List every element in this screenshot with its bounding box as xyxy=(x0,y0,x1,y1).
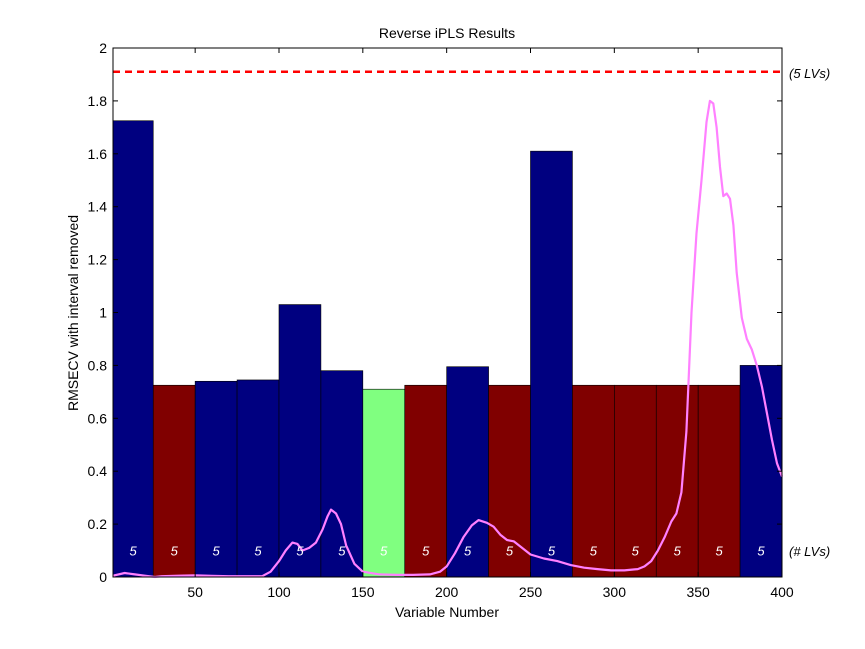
chart-title: Reverse iPLS Results xyxy=(379,25,515,41)
y-tick-label: 2 xyxy=(99,40,107,56)
x-tick-label: 350 xyxy=(686,584,710,600)
y-tick-label: 1 xyxy=(99,305,107,321)
x-tick-label: 50 xyxy=(187,584,203,600)
lv-label-13: 5 xyxy=(632,544,640,559)
bar-interval-2 xyxy=(152,384,196,578)
bar-interval-1 xyxy=(112,120,154,578)
x-tick-label: 100 xyxy=(267,584,291,600)
y-tick-label: 1.2 xyxy=(88,252,108,268)
lv-label-6: 5 xyxy=(338,544,346,559)
x-tick-label: 300 xyxy=(603,584,627,600)
bar-interval-10 xyxy=(488,384,531,578)
lv-label-3: 5 xyxy=(212,544,220,559)
bar-interval-11 xyxy=(530,150,573,578)
y-tick-label: 1.6 xyxy=(88,146,108,162)
spectrum-line xyxy=(112,99,784,579)
lv-label-11: 5 xyxy=(548,544,556,559)
lv-label-15: 5 xyxy=(716,544,724,559)
bar-interval-5 xyxy=(278,304,322,578)
lv-label-7: 5 xyxy=(380,544,388,559)
bar-interval-13 xyxy=(614,384,657,578)
reference-line-label: (5 LVs) xyxy=(789,66,830,81)
y-tick-label: 1.4 xyxy=(88,199,108,215)
spectrum-layer xyxy=(112,99,784,579)
bar-interval-6 xyxy=(320,370,364,578)
bar-interval-8 xyxy=(404,384,447,578)
y-tick-label: 0.4 xyxy=(88,463,108,479)
y-tick-label: 0.8 xyxy=(88,357,108,373)
lv-label-10: 5 xyxy=(506,544,514,559)
lv-label-9: 5 xyxy=(464,544,472,559)
y-tick-label: 0 xyxy=(99,569,107,585)
y-tick-label: 1.8 xyxy=(88,93,108,109)
lv-label-16: 5 xyxy=(757,544,765,559)
bar-interval-4 xyxy=(236,379,280,578)
bar-interval-7 xyxy=(362,388,406,578)
x-axis-label: Variable Number xyxy=(395,604,499,620)
lv-axis-label: (# LVs) xyxy=(789,544,830,559)
bar-interval-16 xyxy=(739,365,783,578)
x-tick-label: 150 xyxy=(351,584,375,600)
y-axis-label: RMSECV with interval removed xyxy=(65,215,81,411)
y-tick-label: 0.2 xyxy=(88,516,108,532)
x-tick-label: 200 xyxy=(435,584,459,600)
lv-label-8: 5 xyxy=(422,544,430,559)
lv-label-2: 5 xyxy=(171,544,179,559)
lv-label-14: 5 xyxy=(674,544,682,559)
x-tick-label: 250 xyxy=(519,584,543,600)
bar-interval-3 xyxy=(194,380,238,578)
bars-layer xyxy=(112,120,783,578)
lv-label-1: 5 xyxy=(130,544,138,559)
bar-interval-15 xyxy=(697,384,741,578)
lv-label-12: 5 xyxy=(590,544,598,559)
y-tick-label: 0.6 xyxy=(88,410,108,426)
lv-label-4: 5 xyxy=(254,544,262,559)
lv-labels-layer: 5 5 5 5 5 5 5 5 5 5 5 5 5 5 5 5 xyxy=(130,544,766,559)
x-tick-label: 400 xyxy=(770,584,794,600)
lv-label-5: 5 xyxy=(296,544,304,559)
